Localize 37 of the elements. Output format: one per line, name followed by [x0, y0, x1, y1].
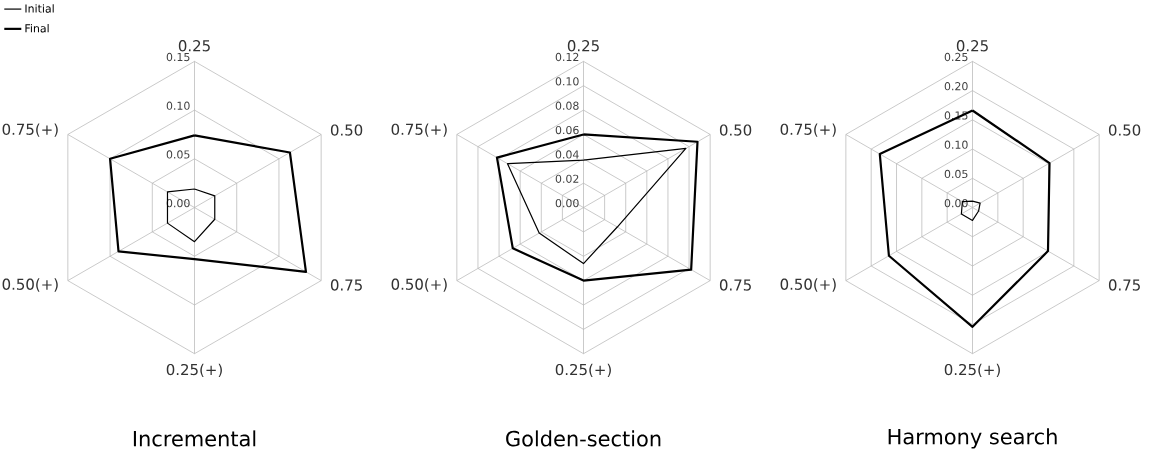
- spoke-label: 0.50: [1108, 124, 1141, 136]
- text: Golden-section: [506, 430, 661, 447]
- spoke-label: 0.75(+): [391, 123, 447, 137]
- spoke-label: 0.25: [567, 40, 599, 52]
- y-tick-label: 0.08: [555, 101, 579, 110]
- legend-label: Final: [25, 23, 49, 33]
- spoke-label: 0.25: [178, 40, 210, 52]
- y-tick-label: 0.10: [944, 140, 968, 149]
- y-tick-label: 0.12: [555, 52, 579, 62]
- text: Incremental: [133, 430, 256, 447]
- spoke-label: 0.50(+): [780, 278, 836, 292]
- y-tick-label: 0.20: [944, 82, 968, 91]
- y-tick-label: 0.15: [166, 52, 190, 62]
- y-tick-label: 0.10: [166, 101, 190, 110]
- y-tick-label: 0.25: [944, 52, 968, 62]
- spoke-label: 0.25(+): [555, 363, 611, 377]
- text: Harmony search: [888, 428, 1057, 449]
- y-tick-label: 0.05: [944, 169, 968, 179]
- spoke-label: 0.50: [719, 124, 752, 136]
- spoke-label: 0.75(+): [2, 123, 58, 137]
- y-tick-label: 0.00: [555, 199, 579, 208]
- spoke-label: 0.75: [719, 279, 751, 291]
- y-tick-label: 0.02: [555, 174, 579, 183]
- spoke-label: 0.50(+): [2, 278, 58, 292]
- spoke-label: 0.25: [956, 40, 988, 52]
- spoke-label: 0.75(+): [780, 123, 836, 137]
- spoke-label: 0.50: [330, 124, 363, 136]
- spoke-label: 0.25(+): [944, 363, 1000, 377]
- legend-label: Initial: [25, 4, 54, 13]
- spoke-label: 0.75: [330, 279, 362, 291]
- spoke-label: 0.25(+): [166, 363, 222, 377]
- spoke-label: 0.50(+): [391, 278, 447, 292]
- y-tick-label: 0.04: [555, 150, 579, 159]
- y-tick-label: 0.10: [555, 77, 579, 86]
- y-tick-label: 0.06: [555, 125, 579, 135]
- y-tick-label: 0.05: [166, 150, 190, 159]
- spoke-label: 0.75: [1108, 279, 1140, 291]
